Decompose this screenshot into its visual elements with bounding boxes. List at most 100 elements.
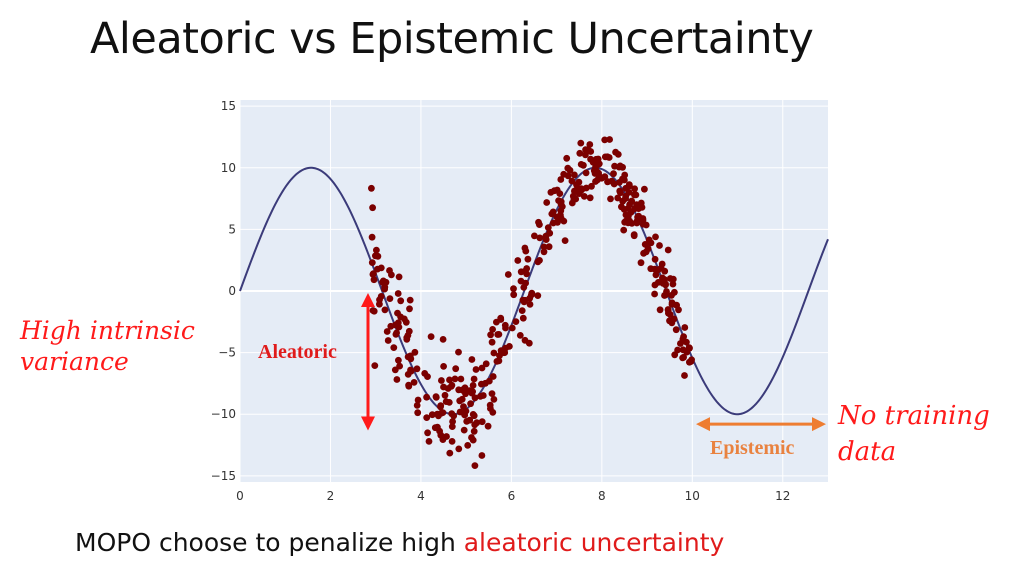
data-point xyxy=(523,265,531,272)
data-point xyxy=(571,187,578,195)
data-point xyxy=(665,309,672,317)
data-point xyxy=(393,376,401,383)
data-point xyxy=(651,255,659,263)
data-point xyxy=(589,158,597,166)
data-point xyxy=(466,416,474,424)
data-point xyxy=(510,285,517,293)
data-point xyxy=(571,171,578,179)
data-point xyxy=(434,423,441,431)
aleatoric-label: Aleatoric xyxy=(258,341,337,363)
data-point xyxy=(654,266,662,274)
data-point xyxy=(611,162,618,170)
data-point xyxy=(424,373,431,380)
data-point xyxy=(497,316,505,323)
data-point xyxy=(469,411,477,418)
data-point xyxy=(456,408,464,416)
data-point xyxy=(472,366,480,373)
data-point xyxy=(584,146,592,154)
slide-title: Aleatoric vs Epistemic Uncertainty xyxy=(90,14,814,64)
data-point xyxy=(671,351,679,359)
data-point xyxy=(622,195,629,203)
data-point xyxy=(656,306,664,314)
data-point xyxy=(488,338,496,346)
x-tick-label: 2 xyxy=(327,489,335,503)
data-point xyxy=(580,161,587,169)
data-point xyxy=(373,246,380,254)
data-point xyxy=(606,136,613,143)
data-point xyxy=(645,236,653,244)
sine-curve-line xyxy=(239,166,829,416)
data-point xyxy=(487,331,494,339)
data-point xyxy=(470,427,478,435)
data-point xyxy=(540,243,548,251)
data-point xyxy=(404,353,412,361)
data-point xyxy=(594,155,602,163)
data-point xyxy=(444,385,452,392)
data-point xyxy=(688,356,695,364)
data-point xyxy=(590,167,598,175)
data-point xyxy=(612,148,619,156)
data-point xyxy=(663,288,670,295)
data-point xyxy=(485,377,493,385)
data-point xyxy=(395,356,402,364)
data-point xyxy=(620,226,628,234)
aleatoric-arrow-head-down xyxy=(361,416,375,431)
data-point xyxy=(681,372,688,379)
data-point xyxy=(432,394,440,401)
data-point xyxy=(445,399,453,406)
data-point xyxy=(394,309,401,317)
data-point xyxy=(625,189,633,196)
x-tick-label: 8 xyxy=(598,489,606,503)
note-no-training-data: No training data xyxy=(838,398,990,470)
data-point xyxy=(439,336,447,343)
data-point xyxy=(478,380,485,388)
data-point xyxy=(672,326,680,334)
data-point xyxy=(625,212,632,220)
data-point xyxy=(614,194,622,202)
data-point xyxy=(489,326,496,333)
data-point xyxy=(517,268,525,276)
data-point xyxy=(370,276,378,284)
data-point xyxy=(376,296,383,304)
data-point xyxy=(582,169,590,177)
data-point xyxy=(551,187,558,195)
x-tick-label: 4 xyxy=(417,489,425,503)
data-point xyxy=(455,348,462,356)
data-point xyxy=(518,307,526,314)
data-point xyxy=(451,375,459,383)
data-point xyxy=(470,375,478,383)
data-point xyxy=(630,232,638,240)
data-point xyxy=(669,280,677,288)
data-point xyxy=(520,284,528,291)
data-point xyxy=(468,356,476,363)
data-point xyxy=(523,270,530,278)
aleatoric-arrow-head-up xyxy=(361,293,375,307)
y-tick-label: 0 xyxy=(228,284,236,298)
data-point xyxy=(413,402,421,409)
bottom-statement: MOPO choose to penalize high aleatoric u… xyxy=(75,528,724,557)
data-point xyxy=(384,337,392,344)
data-point xyxy=(637,259,645,267)
data-point xyxy=(411,348,419,356)
epistemic-arrow-head-left xyxy=(696,417,710,432)
data-point xyxy=(438,377,445,384)
data-point xyxy=(641,241,649,248)
data-point xyxy=(582,151,589,159)
data-point xyxy=(414,396,422,404)
data-point xyxy=(626,182,633,190)
data-point xyxy=(387,322,395,330)
epistemic-arrow-head-right xyxy=(812,417,826,432)
data-point xyxy=(681,324,689,331)
data-point xyxy=(604,178,611,186)
data-point xyxy=(381,283,389,291)
data-point xyxy=(392,331,400,338)
training-data-points xyxy=(368,136,695,469)
data-point xyxy=(402,318,410,326)
data-point xyxy=(543,199,551,206)
data-point xyxy=(508,324,516,332)
data-point xyxy=(439,436,447,443)
data-point xyxy=(371,362,379,369)
data-point xyxy=(437,403,444,411)
data-point xyxy=(395,273,403,281)
